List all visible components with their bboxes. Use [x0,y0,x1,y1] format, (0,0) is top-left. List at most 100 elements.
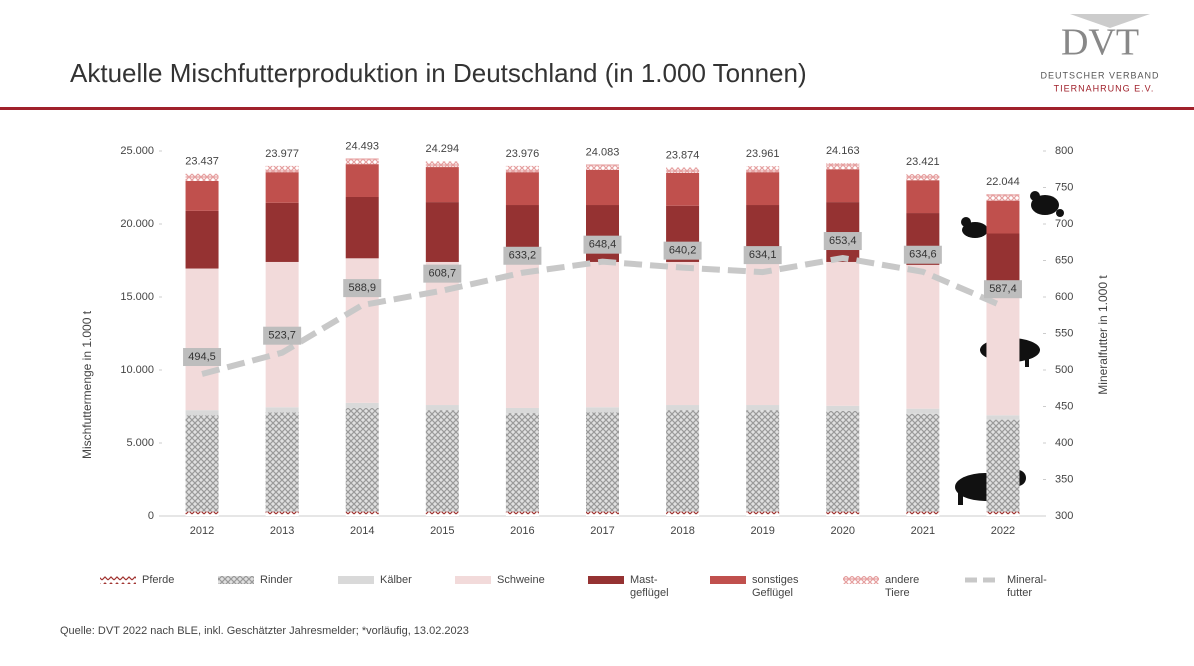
bar-segment [185,415,219,512]
total-label: 23.976 [506,148,540,160]
bar-segment [906,408,940,414]
x-tick-label: 2015 [430,525,454,537]
value-label: 640,2 [669,245,697,257]
bar-segment [826,163,860,170]
bar-segment [265,165,299,173]
value-label-box [983,280,1022,299]
bar-segment [425,405,459,411]
legend-label: Pferde [142,574,174,586]
bar-segment [265,172,299,203]
y-tick-label: 25.000 [120,145,154,157]
legend-label: andere Tiere [885,574,919,599]
y2-tick-label: 600 [1055,291,1073,303]
value-label-box [823,232,862,251]
bar-segment [185,180,219,211]
value-label: 634,1 [749,249,777,261]
value-label: 634,6 [909,249,937,261]
bar-segment [425,167,459,203]
logo-line: DEUTSCHER VERBAND [1040,70,1159,80]
total-label: 22.044 [986,176,1020,188]
bar-segment [265,202,299,262]
legend-swatch [710,576,746,584]
bar-segment [746,166,780,173]
y2-tick-label: 650 [1055,254,1073,266]
bar-segment [826,169,860,203]
bar-segment [345,164,379,197]
legend-label: Rinder [260,574,293,586]
y2-tick-label: 400 [1055,437,1073,449]
value-label: 608,7 [429,268,457,280]
bar-segment [986,419,1020,512]
bar-segment [586,261,619,408]
value-label: 494,5 [188,351,216,363]
total-label: 23.874 [666,149,700,161]
y2-tick-label: 550 [1055,327,1073,339]
y-tick-label: 0 [148,510,154,522]
bar-segment [666,261,700,406]
x-tick-label: 2017 [590,525,614,537]
bar-segment [906,264,940,409]
value-label-box [343,279,382,298]
y2-tick-label: 300 [1055,510,1073,522]
bar-segment [586,412,619,512]
bar-segment [666,511,700,516]
bar-segment [505,511,539,516]
value-label-box [743,246,782,265]
x-tick-label: 2018 [670,525,694,537]
x-tick-label: 2013 [270,525,294,537]
y-tick-label: 15.000 [120,291,154,303]
bar-segment [505,261,539,408]
total-label: 23.421 [906,156,940,168]
value-label: 523,7 [268,330,296,342]
value-label-box [903,245,942,264]
bar-segment [265,511,299,516]
bar-segment [345,158,379,165]
value-label-box [583,235,622,254]
total-label: 24.294 [425,143,459,155]
bar-segment [265,412,299,512]
bar-segment [345,196,379,259]
y2-tick-label: 500 [1055,364,1073,376]
bar-segment [586,164,619,170]
bar-segment [345,407,379,512]
bar-segment [906,174,940,181]
total-label: 24.493 [345,140,379,152]
bar-segment [746,405,780,411]
legend-swatch [218,576,254,584]
bar-segment [826,261,860,406]
bar-segment [425,202,459,262]
bar-segment [666,167,700,173]
line [201,254,1005,377]
bar-segment [746,261,780,406]
legend-label: Schweine [497,574,545,586]
y-tick-label: 10.000 [120,364,154,376]
y2-axis-title: Mineralfutter in 1.000 t [1096,275,1110,395]
x-tick-label: 2020 [831,525,855,537]
y2-tick-label: 450 [1055,400,1073,412]
bar-segment [185,210,219,269]
bar-segment [746,172,780,206]
bar-segment [906,413,940,512]
bar-segment [425,410,459,512]
source: Quelle: DVT 2022 nach BLE, inkl. Geschät… [60,625,469,637]
y-tick-label: 20.000 [120,218,154,230]
x-tick-label: 2016 [510,525,534,537]
value-label: 633,2 [509,250,537,262]
bar-segment [505,413,539,512]
bar-segment [666,405,700,411]
bar-segment [505,172,539,206]
bar-segment [986,415,1020,420]
bar-segment [826,511,860,516]
bar-segment [746,410,780,512]
x-tick-label: 2022 [991,525,1015,537]
bar-segment [185,173,219,181]
legend-label: Kälber [380,574,412,586]
bar-segment [906,180,940,214]
y2-tick-label: 700 [1055,218,1073,230]
y2-tick-label: 750 [1055,181,1073,193]
total-label: 24.163 [826,145,860,157]
x-tick-label: 2012 [190,525,214,537]
value-label-box [183,348,222,367]
value-label: 588,9 [348,282,376,294]
